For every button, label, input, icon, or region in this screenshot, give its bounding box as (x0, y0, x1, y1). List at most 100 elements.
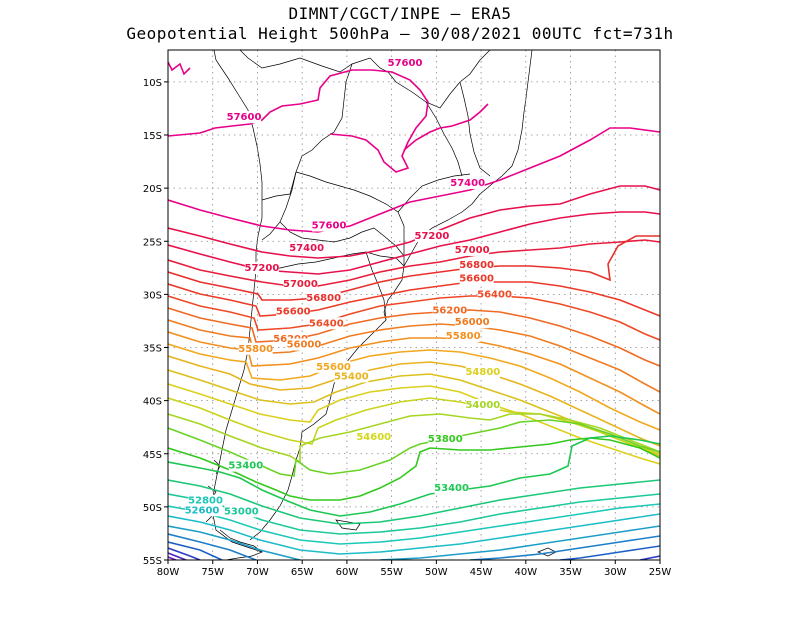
contour-label: 56800 (459, 260, 494, 271)
contour-line (168, 343, 660, 431)
contour-label-bg (465, 399, 500, 412)
contour-line (168, 319, 660, 393)
contour-line (168, 503, 660, 545)
contour-label: 57600 (388, 58, 423, 69)
contour-label: 57000 (283, 279, 318, 290)
contour-label: 56000 (455, 317, 490, 328)
contour-label-bg (188, 494, 223, 507)
contour-label-bg (312, 219, 347, 232)
contour-label-bg (289, 241, 324, 254)
contour-label-bg (465, 366, 500, 379)
contour-label: 57400 (289, 243, 324, 254)
y-tick-label: 10S (143, 78, 162, 89)
contour-label: 55800 (238, 344, 273, 355)
x-tick-label: 80W (157, 567, 180, 578)
contour-label: 56400 (477, 290, 512, 301)
contour-label-bg (455, 316, 490, 329)
contour-label: 55800 (446, 331, 481, 342)
contour-label: 54800 (465, 367, 500, 378)
contour-line (403, 103, 489, 151)
contour-line (168, 419, 660, 477)
contour-label: 55600 (316, 362, 351, 373)
y-tick-label: 45S (143, 450, 162, 461)
contour-line (168, 547, 660, 560)
contour-line (168, 513, 660, 555)
contour-label-bg (244, 262, 279, 274)
contour-label-bg (184, 504, 219, 517)
contour-label: 53800 (428, 434, 463, 445)
x-tick-label: 40W (515, 567, 538, 578)
contour-line (168, 541, 660, 560)
contour-label-bg (283, 277, 318, 290)
contour-line (168, 281, 660, 317)
contour-label-bg (276, 305, 311, 318)
y-tick-label: 35S (143, 344, 162, 355)
contour-line (168, 413, 660, 464)
contour-label-bg (388, 56, 423, 69)
contour-label: 56800 (306, 293, 341, 304)
x-tick-label: 70W (246, 567, 269, 578)
y-tick-label: 25S (143, 237, 162, 248)
contour-label: 55400 (334, 371, 369, 382)
geopotential-contours (168, 61, 660, 560)
x-tick-label: 65W (291, 567, 314, 578)
y-tick-label: 50S (143, 503, 162, 514)
contour-label-bg (227, 111, 262, 124)
x-axis: 80W 75W 70W 65W 60W 55W 50W 45W 40W 35W 30W 25W (157, 560, 671, 578)
map-title-line1: DIMNT/CGCT/INPE – ERA5 (288, 4, 512, 23)
contour-line (168, 533, 660, 560)
contour-label-bg (446, 330, 481, 342)
contour-label: 56200 (432, 306, 467, 317)
x-tick-label: 35W (559, 567, 582, 578)
y-tick-label: 15S (143, 131, 162, 142)
contour-label: 56600 (276, 307, 311, 318)
contour-label-bg (434, 481, 469, 494)
plot-frame (167, 49, 661, 561)
lat-lon-grid (168, 50, 660, 560)
contour-label-bg (459, 272, 494, 285)
x-tick-label: 60W (336, 567, 359, 578)
contour-label: 54000 (465, 400, 500, 411)
contour-line (168, 127, 660, 233)
contour-line (168, 61, 191, 76)
x-tick-label: 50W (425, 567, 448, 578)
contour-label: 52600 (185, 505, 220, 516)
x-tick-label: 55W (380, 567, 403, 578)
contour-label: 56600 (459, 274, 494, 285)
contour-label: 54600 (356, 432, 391, 443)
y-tick-label: 30S (143, 290, 162, 301)
y-axis: 10S 15S 20S 25S 30S 35S 40S 45S 50S 55S (143, 78, 168, 567)
map-title-line2: Geopotential Height 500hPa – 30/08/2021 … (126, 24, 674, 43)
y-tick-label: 40S (143, 397, 162, 408)
contour-line (168, 552, 187, 560)
contour-label-bg (432, 304, 467, 317)
contour-label-bg (477, 288, 512, 301)
contour-label: 56000 (287, 340, 322, 351)
contour-label-bg (459, 258, 494, 271)
contour-line (168, 525, 660, 560)
contour-line (168, 235, 660, 301)
contour-line (168, 295, 660, 341)
contour-label-bg (316, 360, 351, 373)
contour-label-bg (414, 230, 449, 243)
contour-label: 57400 (450, 178, 485, 189)
contour-label: 57200 (245, 263, 280, 274)
contour-line (168, 307, 660, 367)
contour-label: 57600 (227, 112, 262, 123)
contour-line (168, 437, 660, 501)
contour-line (168, 185, 660, 259)
contour-line (168, 239, 660, 287)
contour-label-bg (224, 505, 259, 518)
contour-label-bg (238, 342, 273, 355)
contour-label-bg (455, 243, 490, 256)
contour-label-bg (356, 430, 391, 443)
contour-label: 57600 (312, 221, 347, 232)
coastlines-and-borders (203, 50, 557, 560)
contour-label-bg (450, 177, 485, 189)
contour-label: 53400 (434, 483, 469, 494)
y-tick-label: 20S (143, 184, 162, 195)
contour-label: 52800 (188, 496, 223, 507)
contour-label: 53000 (224, 506, 259, 517)
contour-line (168, 383, 660, 465)
